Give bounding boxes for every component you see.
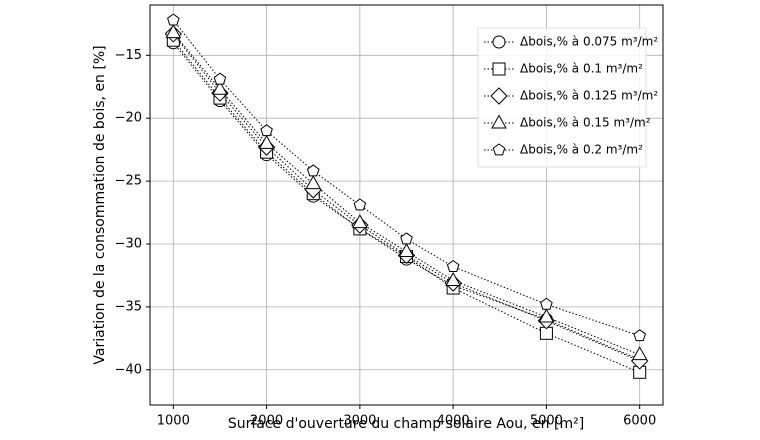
marker — [633, 329, 646, 342]
marker — [258, 134, 275, 149]
marker — [212, 80, 228, 95]
series-line — [172, 33, 640, 362]
x-tick-label: 6000 — [623, 414, 656, 429]
marker — [492, 62, 506, 76]
marker — [492, 143, 506, 156]
marker — [445, 271, 461, 286]
legend-label: Δbois,% à 0.075 m³/m² — [520, 35, 658, 49]
y-tick-label: −20 — [115, 111, 142, 126]
marker — [213, 72, 227, 85]
x-axis-label: Surface d'ouverture du champ solaire Aou… — [228, 416, 584, 432]
y-tick-label: −30 — [115, 236, 142, 251]
y-tick-label: −25 — [115, 174, 142, 189]
marker — [540, 297, 553, 310]
x-tick-label: 1000 — [157, 414, 190, 429]
legend-label: Δbois,% à 0.125 m³/m² — [520, 89, 658, 103]
marker — [400, 232, 413, 245]
marker — [490, 87, 508, 105]
marker — [165, 24, 182, 39]
x-tick-label: 2000 — [250, 414, 283, 429]
x-tick-label: 5000 — [530, 414, 563, 429]
marker — [538, 308, 555, 323]
marker — [492, 35, 506, 49]
marker — [352, 214, 368, 229]
y-tick-label: −35 — [115, 299, 142, 314]
marker — [631, 346, 648, 361]
y-axis-label: Variation de la consommation de bois, en… — [92, 45, 108, 364]
y-tick-label: −15 — [115, 48, 142, 63]
marker — [446, 260, 460, 272]
x-tick-label: 4000 — [437, 414, 470, 429]
legend-label: Δbois,% à 0.15 m³/m² — [520, 116, 651, 130]
marker — [398, 243, 415, 258]
legend-label: Δbois,% à 0.2 m³/m² — [520, 143, 643, 157]
marker — [305, 175, 322, 190]
series-line — [172, 42, 640, 361]
marker — [260, 124, 273, 137]
series-line — [172, 19, 640, 337]
legend-label: Δbois,% à 0.1 m³/m² — [520, 62, 643, 76]
x-tick-label: 3000 — [343, 414, 376, 429]
marker — [491, 114, 507, 129]
marker — [353, 198, 367, 211]
marker — [306, 164, 320, 177]
plot-frame — [149, 4, 664, 406]
marker — [167, 13, 180, 26]
y-tick-label: −40 — [115, 362, 142, 377]
